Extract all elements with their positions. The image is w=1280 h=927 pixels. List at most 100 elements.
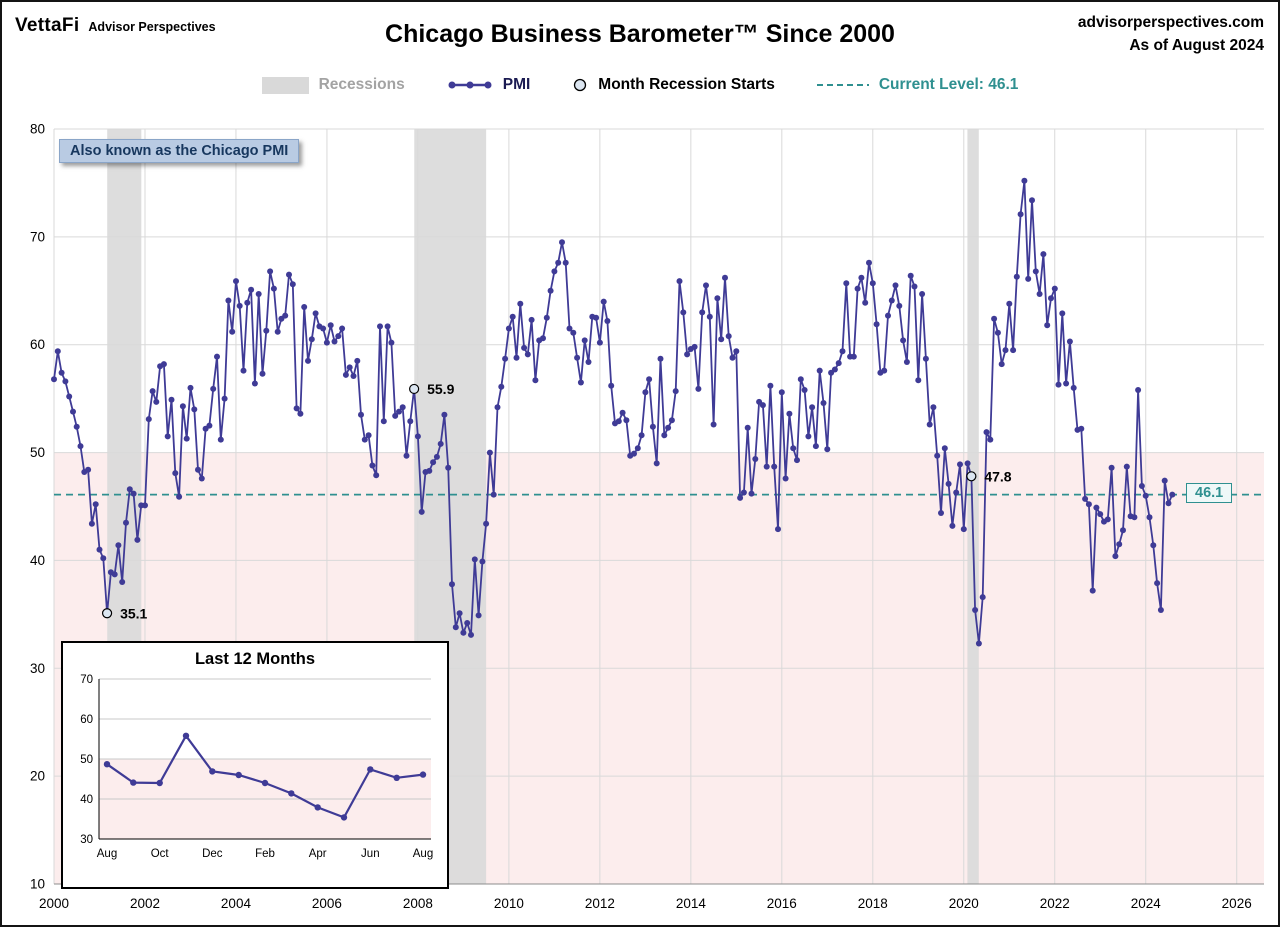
pmi-point [600, 298, 607, 305]
pmi-point [270, 285, 277, 292]
inset-pmi-point [182, 732, 190, 739]
pmi-point [179, 403, 186, 410]
pmi-point [221, 395, 228, 402]
pmi-point [862, 299, 869, 306]
as-of-date: As of August 2024 [1129, 37, 1264, 55]
pmi-point [786, 410, 793, 417]
pmi-point [145, 416, 152, 423]
pmi-point [729, 354, 736, 361]
pmi-point [949, 522, 956, 529]
pmi-point [85, 466, 92, 473]
pmi-point [680, 309, 687, 316]
pmi-point [509, 313, 516, 320]
x-tick-label: 2026 [1222, 896, 1252, 911]
pmi-point [172, 470, 179, 477]
pmi-point [930, 404, 937, 411]
pmi-point [812, 443, 819, 450]
callout-label: 35.1 [120, 605, 147, 621]
pmi-point [217, 436, 224, 443]
pmi-point [350, 373, 357, 379]
pmi-point [1108, 464, 1115, 471]
pmi-point [92, 501, 99, 508]
pmi-point [972, 607, 979, 613]
pmi-point [873, 321, 880, 328]
legend-item-pmi: PMI [447, 76, 531, 94]
pmi-point [1066, 338, 1073, 345]
pmi-point [926, 421, 933, 428]
pmi-point [426, 467, 433, 474]
pmi-point [320, 325, 327, 332]
pmi-point [195, 466, 201, 473]
pmi-point [1029, 197, 1035, 204]
x-tick-label: 2022 [1040, 896, 1070, 911]
pmi-point [191, 406, 198, 413]
callout-label: 47.8 [984, 468, 1011, 484]
pmi-point [782, 475, 789, 482]
y-tick-label: 60 [30, 337, 45, 352]
x-tick-label: 2020 [949, 896, 979, 911]
pmi-point [994, 329, 1001, 336]
pmi-point [1021, 177, 1028, 184]
chart-legend: Recessions PMI Month Recession Starts Cu… [2, 76, 1278, 94]
pmi-point [809, 404, 816, 411]
advisor-perspectives-label: Advisor Perspectives [88, 20, 216, 34]
pmi-point [293, 405, 300, 412]
pmi-point [945, 480, 952, 487]
pmi-point [767, 382, 774, 389]
pmi-point [623, 417, 630, 424]
inset-pmi-point [261, 779, 269, 787]
pmi-point [1002, 347, 1009, 354]
pmi-point [653, 460, 660, 467]
pmi-point [797, 376, 804, 383]
pmi-point [369, 462, 376, 469]
pmi-point [380, 418, 387, 425]
legend-pmi-label: PMI [502, 76, 531, 93]
pmi-point [119, 579, 126, 585]
pmi-point [100, 555, 107, 562]
pmi-point [297, 410, 304, 417]
inset-pmi-point [130, 779, 137, 786]
legend-item-current-level: Current Level: 46.1 [816, 76, 1019, 94]
y-tick-label: 30 [30, 661, 45, 676]
pmi-point [585, 359, 592, 365]
pmi-point [468, 631, 474, 638]
header-logo-group: VettaFi Advisor Perspectives [15, 15, 216, 37]
x-tick-label: 2006 [312, 896, 342, 911]
legend-current-level-label: Current Level: 46.1 [878, 76, 1019, 93]
pmi-point [733, 348, 740, 355]
pmi-point [305, 357, 311, 364]
pmi-point [236, 302, 243, 309]
inset-pmi-point [314, 804, 321, 811]
pmi-point [631, 450, 637, 457]
pmi-point [964, 460, 971, 467]
pmi-point [430, 459, 437, 466]
pmi-point [460, 629, 467, 636]
pmi-point [869, 280, 876, 287]
pmi-point [691, 343, 698, 350]
pmi-point [1048, 295, 1054, 302]
pmi-point [282, 312, 289, 319]
pmi-point [695, 385, 702, 392]
pmi-point [441, 411, 448, 418]
pmi-point [532, 377, 539, 384]
pmi-point [1006, 300, 1013, 307]
pmi-point [225, 297, 232, 304]
pmi-point [198, 475, 205, 482]
pmi-point [775, 526, 781, 533]
pmi-point [1017, 211, 1024, 218]
pmi-point [816, 367, 823, 374]
pmi-point [684, 351, 691, 358]
pmi-point [437, 440, 444, 447]
vettafi-logo: VettaFi [15, 15, 80, 36]
pmi-point [229, 328, 236, 335]
pmi-point [983, 429, 990, 436]
pmi-point [153, 398, 160, 405]
pmi-point [1138, 483, 1145, 489]
y-tick-label: 80 [30, 122, 45, 137]
pmi-point [248, 286, 255, 293]
pmi-point [805, 433, 812, 440]
pmi-point [335, 333, 342, 340]
pmi-point [449, 581, 455, 588]
header-right: advisorperspectives.com As of August 202… [1078, 11, 1264, 58]
